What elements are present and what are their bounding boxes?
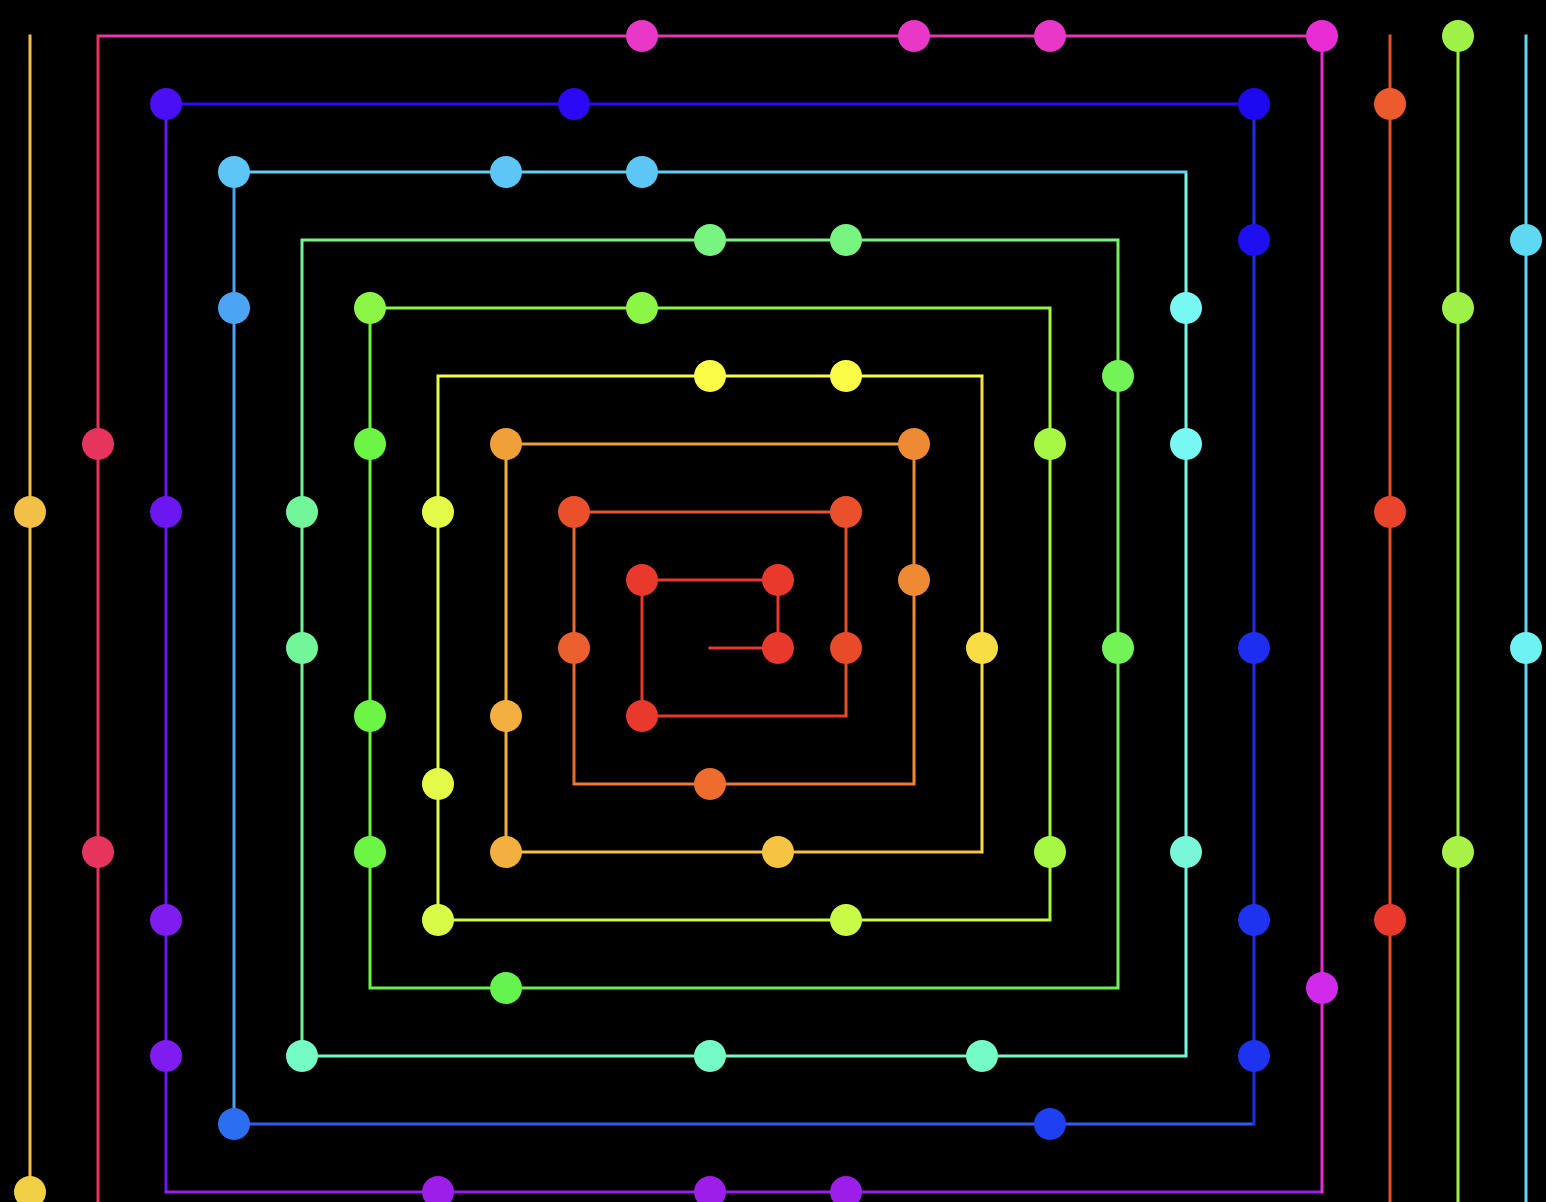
spiral-node-46: [218, 292, 250, 324]
spiral-node-8: [558, 632, 590, 664]
spiral-node-49: [1238, 88, 1270, 120]
spiral-node-59: [422, 1176, 454, 1202]
spiral-node-10: [898, 428, 930, 460]
spiral-node-54: [150, 88, 182, 120]
spiral-node-60: [694, 1176, 726, 1202]
spiral-node-36: [286, 632, 318, 664]
spiral-node-12: [490, 428, 522, 460]
spiral-node-39: [966, 1040, 998, 1072]
spiral-node-15: [762, 836, 794, 868]
spiral-node-22: [830, 904, 862, 936]
spiral-node-76: [1442, 836, 1474, 868]
spiral-node-70: [14, 1176, 46, 1202]
spiral-node-35: [286, 496, 318, 528]
spiral-node-63: [1306, 972, 1338, 1004]
spiral-node-21: [422, 904, 454, 936]
spiral-node-58: [150, 1040, 182, 1072]
spiral-node-23: [1034, 428, 1066, 460]
spiral-node-65: [898, 20, 930, 52]
spiral-node-57: [150, 904, 182, 936]
spiral-node-31: [1102, 360, 1134, 392]
spiral-node-6: [830, 496, 862, 528]
spiral-node-68: [82, 836, 114, 868]
spiral-node-77: [1510, 224, 1542, 256]
spiral-node-48: [1034, 1108, 1066, 1140]
spiral-node-27: [354, 428, 386, 460]
spiral-node-5: [558, 496, 590, 528]
spiral-node-34: [830, 224, 862, 256]
spiral-node-64: [626, 20, 658, 52]
spiral-node-66: [1034, 20, 1066, 52]
spiral-node-53: [1238, 1040, 1270, 1072]
spiral-node-45: [626, 156, 658, 188]
spiral-node-17: [694, 360, 726, 392]
spiral-node-67: [82, 428, 114, 460]
spiral-node-30: [490, 972, 522, 1004]
spiral-node-51: [1238, 632, 1270, 664]
spiral-node-28: [354, 700, 386, 732]
spiral-node-42: [1170, 836, 1202, 868]
spiral-node-61: [830, 1176, 862, 1202]
spiral-node-56: [150, 496, 182, 528]
spiral-node-41: [1170, 428, 1202, 460]
spiral-node-26: [626, 292, 658, 324]
spiral-node-14: [490, 836, 522, 868]
spiral-node-37: [286, 1040, 318, 1072]
spiral-node-4: [626, 700, 658, 732]
spiral-node-18: [830, 360, 862, 392]
spiral-node-20: [422, 768, 454, 800]
spiral-node-38: [694, 1040, 726, 1072]
spiral-node-25: [354, 292, 386, 324]
spiral-node-55: [558, 88, 590, 120]
spiral-node-1: [762, 632, 794, 664]
spiral-node-7: [830, 632, 862, 664]
spiral-node-16: [966, 632, 998, 664]
spiral-nodes: [14, 20, 1542, 1202]
spiral-node-69: [14, 496, 46, 528]
spiral-node-47: [218, 1108, 250, 1140]
spiral-node-3: [626, 564, 658, 596]
spiral-node-32: [1102, 632, 1134, 664]
spiral-node-44: [490, 156, 522, 188]
spiral-node-78: [1510, 632, 1542, 664]
spiral-node-9: [694, 768, 726, 800]
spiral-node-75: [1442, 292, 1474, 324]
spiral-node-73: [1374, 904, 1406, 936]
spiral-node-50: [1238, 224, 1270, 256]
spiral-node-72: [1374, 496, 1406, 528]
spiral-node-71: [1374, 88, 1406, 120]
spiral-node-52: [1238, 904, 1270, 936]
spiral-node-33: [694, 224, 726, 256]
spiral-node-11: [898, 564, 930, 596]
spiral-node-29: [354, 836, 386, 868]
spiral-node-13: [490, 700, 522, 732]
spiral-node-74: [1442, 20, 1474, 52]
spiral-node-2: [762, 564, 794, 596]
spiral-node-62: [1306, 20, 1338, 52]
spiral-node-40: [1170, 292, 1202, 324]
spiral-node-19: [422, 496, 454, 528]
spiral-node-43: [218, 156, 250, 188]
spiral-node-24: [1034, 836, 1066, 868]
